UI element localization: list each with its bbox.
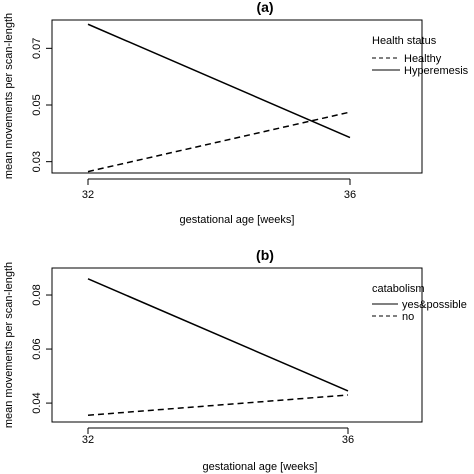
panel-b-x-axis-label: gestational age [weeks] — [203, 461, 318, 473]
panel-a-y-tick-label-2: 0.07 — [31, 38, 43, 59]
panel-a-legend: Health status Healthy Hyperemesis — [372, 35, 469, 77]
panel-a-label: (a) — [256, 0, 273, 15]
panel-b-y-axis: 0.04 0.06 0.08 — [31, 284, 52, 414]
panel-b-x-tick-label-1: 36 — [342, 434, 354, 446]
panel-a-legend-entry-0: Healthy — [404, 53, 442, 65]
panel-b-y-tick-label-0: 0.04 — [31, 392, 43, 413]
panel-b-y-axis-label: mean movements per scan-length — [3, 262, 15, 428]
panel-a-series — [87, 23, 351, 173]
panel-b-series — [87, 278, 349, 416]
panel-b: (b) 0.04 0.06 0.08 32 36 gestational age [w… — [3, 247, 467, 473]
panel-b-label: (b) — [256, 247, 274, 263]
panel-b-plot-frame — [51, 267, 423, 423]
panel-b-legend-entry-1: no — [402, 311, 414, 323]
panel-a-y-tick-label-1: 0.05 — [31, 94, 43, 115]
panel-a-plot-frame — [51, 19, 423, 174]
panel-b-x-tick-label-0: 32 — [82, 434, 94, 446]
panel-a-x-axis: 32 36 — [82, 178, 356, 201]
panel-a-x-axis-label: gestational age [weeks] — [180, 214, 295, 226]
panel-a-x-tick-label-1: 36 — [344, 189, 356, 201]
panel-b-series-line-0 — [87, 278, 349, 392]
panel-a-y-axis-label: mean movements per scan-length — [3, 13, 15, 179]
panel-a-legend-title: Health status — [372, 35, 437, 47]
panel-b-legend: catabolism yes&possible no — [372, 283, 467, 323]
panel-a: (a) 0.03 0.05 0.07 32 36 gestational age [w… — [3, 0, 469, 226]
panel-a-series-line-0 — [87, 111, 351, 173]
panel-a-y-axis: 0.03 0.05 0.07 — [31, 38, 52, 172]
panel-a-x-tick-label-0: 32 — [82, 189, 94, 201]
panel-a-y-tick-label-0: 0.03 — [31, 151, 43, 172]
panel-b-x-axis: 32 36 — [82, 427, 354, 446]
panel-a-series-line-1 — [87, 23, 351, 139]
panel-b-legend-entry-0: yes&possible — [402, 299, 467, 311]
panel-b-y-tick-label-2: 0.08 — [31, 284, 43, 305]
panel-b-series-line-1 — [87, 394, 349, 416]
panel-a-legend-entry-1: Hyperemesis — [404, 65, 469, 77]
panel-b-legend-title: catabolism — [372, 283, 425, 295]
panel-b-y-tick-label-1: 0.06 — [31, 338, 43, 359]
